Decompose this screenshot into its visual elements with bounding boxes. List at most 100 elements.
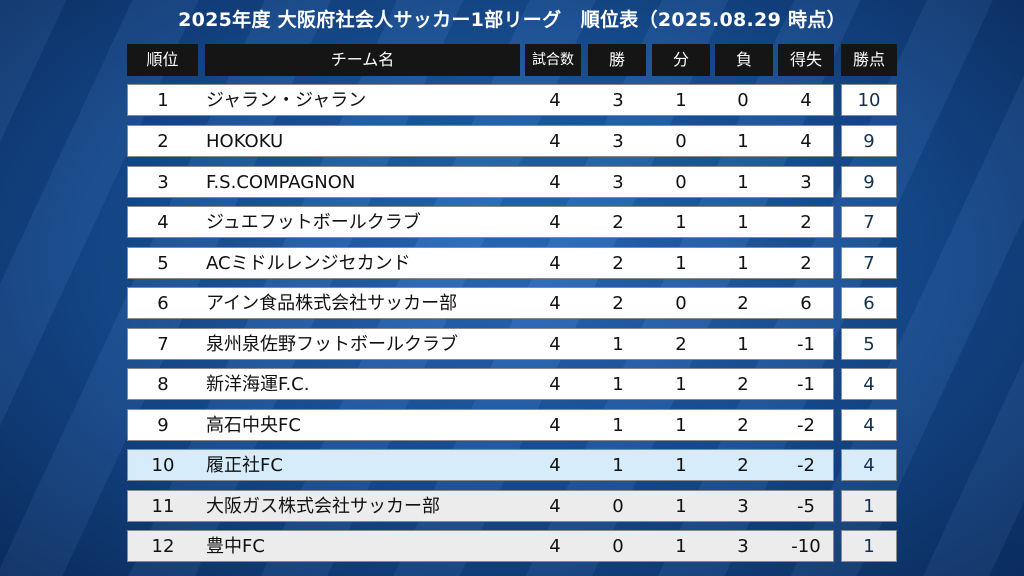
- loss-value: 2: [737, 455, 749, 476]
- table-row: 11 大阪ガス株式会社サッカー部 4 0 1 3 -5 1: [0, 490, 1024, 522]
- team-name: HOKOKU: [206, 131, 284, 152]
- win-value: 2: [612, 253, 624, 274]
- draw-value: 1: [675, 496, 687, 517]
- team-name: 高石中央FC: [206, 415, 301, 436]
- team-name: 豊中FC: [206, 536, 265, 557]
- table-row: 2 HOKOKU 4 3 0 1 4 9: [0, 125, 1024, 157]
- played-value: 4: [549, 293, 561, 314]
- header-rank: 順位: [127, 44, 198, 76]
- draw-value: 0: [675, 172, 687, 193]
- points-value: 7: [841, 206, 897, 238]
- goal-diff-value: -2: [797, 455, 815, 476]
- table-row: 8 新洋海運F.C. 4 1 1 2 -1 4: [0, 368, 1024, 400]
- row-main-cell: 2 HOKOKU 4 3 0 1 4: [127, 125, 834, 157]
- goal-diff-value: 6: [800, 293, 812, 314]
- table-row: 3 F.S.COMPAGNON 4 3 0 1 3 9: [0, 166, 1024, 198]
- draw-value: 1: [675, 90, 687, 111]
- team-name: アイン食品株式会社サッカー部: [206, 293, 458, 314]
- points-value: 4: [841, 449, 897, 481]
- draw-value: 0: [675, 131, 687, 152]
- played-value: 4: [549, 212, 561, 233]
- win-value: 0: [612, 496, 624, 517]
- row-main-cell: 7 泉州泉佐野フットボールクラブ 4 1 2 1 -1: [127, 328, 834, 360]
- goal-diff-value: 3: [800, 172, 812, 193]
- played-value: 4: [549, 253, 561, 274]
- team-name: ジュエフットボールクラブ: [206, 212, 421, 233]
- draw-value: 1: [675, 415, 687, 436]
- row-main-cell: 1 ジャラン・ジャラン 4 3 1 0 4: [127, 84, 834, 116]
- rank-value: 7: [157, 334, 169, 355]
- loss-value: 2: [737, 415, 749, 436]
- loss-value: 0: [737, 90, 749, 111]
- points-value: 10: [841, 84, 897, 116]
- rank-value: 5: [157, 253, 169, 274]
- draw-value: 1: [675, 253, 687, 274]
- points-value: 1: [841, 530, 897, 562]
- played-value: 4: [549, 334, 561, 355]
- win-value: 0: [612, 536, 624, 557]
- header-draw: 分: [652, 44, 710, 76]
- draw-value: 0: [675, 293, 687, 314]
- table-row: 7 泉州泉佐野フットボールクラブ 4 1 2 1 -1 5: [0, 328, 1024, 360]
- loss-value: 1: [737, 131, 749, 152]
- page-title: 2025年度 大阪府社会人サッカー1部リーグ 順位表（2025.08.29 時点…: [178, 9, 846, 31]
- points-value: 9: [841, 125, 897, 157]
- row-main-cell: 5 ACミドルレンジセカンド 4 2 1 1 2: [127, 247, 834, 279]
- points-value: 7: [841, 247, 897, 279]
- loss-value: 1: [737, 172, 749, 193]
- rank-value: 6: [157, 293, 169, 314]
- header-goal-diff: 得失: [778, 44, 834, 76]
- win-value: 3: [612, 90, 624, 111]
- goal-diff-value: -1: [797, 374, 815, 395]
- goal-diff-value: -5: [797, 496, 815, 517]
- draw-value: 1: [675, 212, 687, 233]
- played-value: 4: [549, 415, 561, 436]
- team-name: 大阪ガス株式会社サッカー部: [206, 496, 440, 517]
- points-value: 4: [841, 368, 897, 400]
- header-loss: 負: [715, 44, 773, 76]
- played-value: 4: [549, 536, 561, 557]
- rank-value: 1: [157, 90, 169, 111]
- points-value: 9: [841, 166, 897, 198]
- row-main-cell: 11 大阪ガス株式会社サッカー部 4 0 1 3 -5: [127, 490, 834, 522]
- played-value: 4: [549, 374, 561, 395]
- team-name: ACミドルレンジセカンド: [206, 253, 411, 274]
- draw-value: 2: [675, 334, 687, 355]
- win-value: 1: [612, 374, 624, 395]
- table-row: 1 ジャラン・ジャラン 4 3 1 0 4 10: [0, 84, 1024, 116]
- win-value: 2: [612, 293, 624, 314]
- row-main-cell: 6 アイン食品株式会社サッカー部 4 2 0 2 6: [127, 287, 834, 319]
- goal-diff-value: 2: [800, 253, 812, 274]
- rank-value: 4: [157, 212, 169, 233]
- played-value: 4: [549, 131, 561, 152]
- points-value: 6: [841, 287, 897, 319]
- draw-value: 1: [675, 536, 687, 557]
- row-main-cell: 8 新洋海運F.C. 4 1 1 2 -1: [127, 368, 834, 400]
- goal-diff-value: -1: [797, 334, 815, 355]
- rank-value: 8: [157, 374, 169, 395]
- goal-diff-value: -2: [797, 415, 815, 436]
- row-main-cell: 3 F.S.COMPAGNON 4 3 0 1 3: [127, 166, 834, 198]
- rank-value: 3: [157, 172, 169, 193]
- rank-value: 11: [151, 496, 175, 517]
- points-value: 1: [841, 490, 897, 522]
- loss-value: 3: [737, 496, 749, 517]
- row-main-cell: 12 豊中FC 4 0 1 3 -10: [127, 530, 834, 562]
- table-row: 5 ACミドルレンジセカンド 4 2 1 1 2 7: [0, 247, 1024, 279]
- played-value: 4: [549, 455, 561, 476]
- row-main-cell: 9 高石中央FC 4 1 1 2 -2: [127, 409, 834, 441]
- table-row: 12 豊中FC 4 0 1 3 -10 1: [0, 530, 1024, 562]
- loss-value: 2: [737, 374, 749, 395]
- played-value: 4: [549, 90, 561, 111]
- draw-value: 1: [675, 455, 687, 476]
- header-win: 勝: [588, 44, 646, 76]
- win-value: 3: [612, 131, 624, 152]
- loss-value: 1: [737, 253, 749, 274]
- win-value: 1: [612, 455, 624, 476]
- team-name: 履正社FC: [206, 455, 283, 476]
- rank-value: 2: [157, 131, 169, 152]
- played-value: 4: [549, 172, 561, 193]
- loss-value: 3: [737, 536, 749, 557]
- rank-value: 12: [151, 536, 175, 557]
- table-row: 6 アイン食品株式会社サッカー部 4 2 0 2 6 6: [0, 287, 1024, 319]
